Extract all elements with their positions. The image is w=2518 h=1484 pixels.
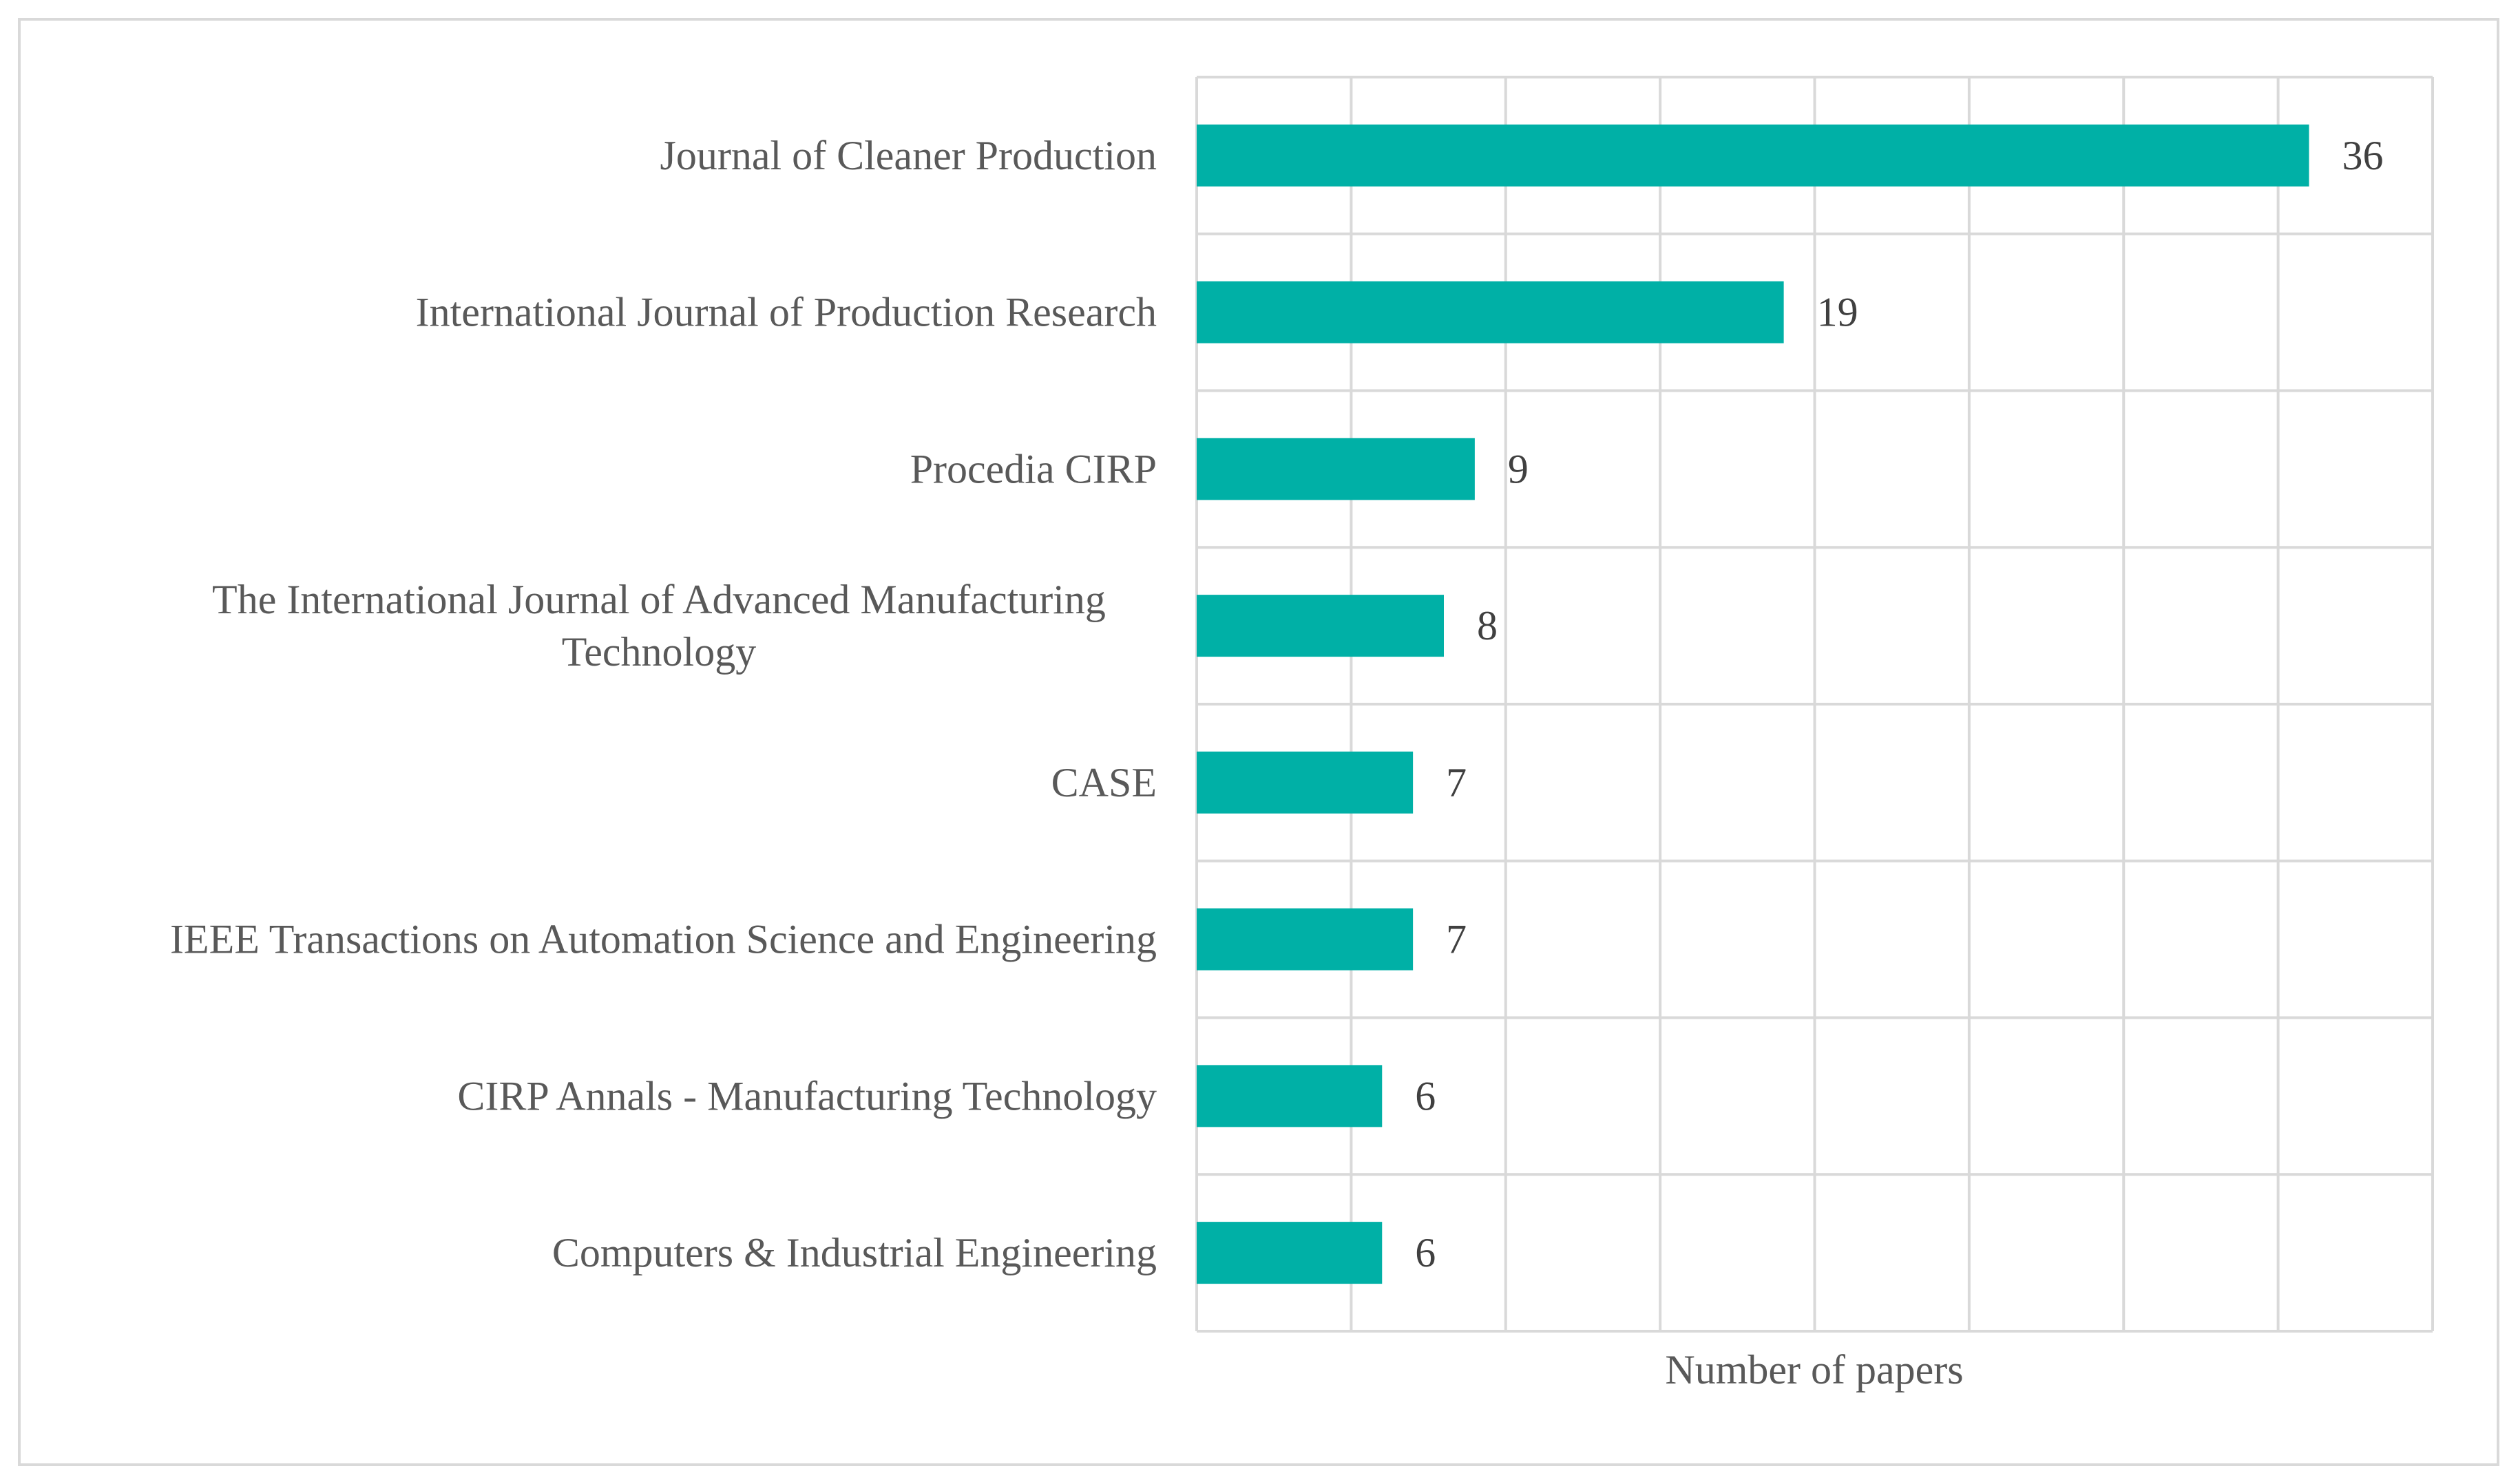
data-label: 19 (1817, 290, 1858, 335)
data-label: 7 (1446, 917, 1467, 962)
data-label: 9 (1508, 446, 1529, 491)
category-label: International Journal of Production Rese… (416, 290, 1157, 335)
bars (1197, 124, 2309, 1284)
category-label: CASE (1051, 760, 1157, 805)
bar (1197, 1065, 1383, 1127)
data-label: 36 (2342, 133, 2384, 178)
data-label: 7 (1446, 760, 1467, 805)
x-axis-title: Number of papers (1665, 1347, 1963, 1392)
bar (1197, 908, 1414, 971)
category-label: Journal of Cleaner Production (660, 133, 1157, 178)
bar (1197, 595, 1444, 657)
category-labels: Journal of Cleaner Production Internation… (170, 133, 1157, 1275)
category-label: CIRP Annals - Manufacturing Technology (457, 1073, 1157, 1119)
bar (1197, 438, 1475, 500)
bar (1197, 281, 1784, 343)
category-label: Computers & Industrial Engineering (552, 1230, 1157, 1275)
data-label: 6 (1415, 1230, 1436, 1275)
category-label: Procedia CIRP (910, 446, 1157, 491)
data-label: 8 (1477, 603, 1498, 648)
data-labels: 36 19 9 8 7 7 6 6 (1415, 133, 2383, 1275)
data-label: 6 (1415, 1073, 1436, 1119)
bar (1197, 124, 2309, 187)
bar (1197, 751, 1414, 814)
bar (1197, 1222, 1383, 1284)
category-label: The International Journal of Advanced Ma… (212, 577, 1106, 675)
category-label: IEEE Transactions on Automation Science … (170, 917, 1157, 962)
